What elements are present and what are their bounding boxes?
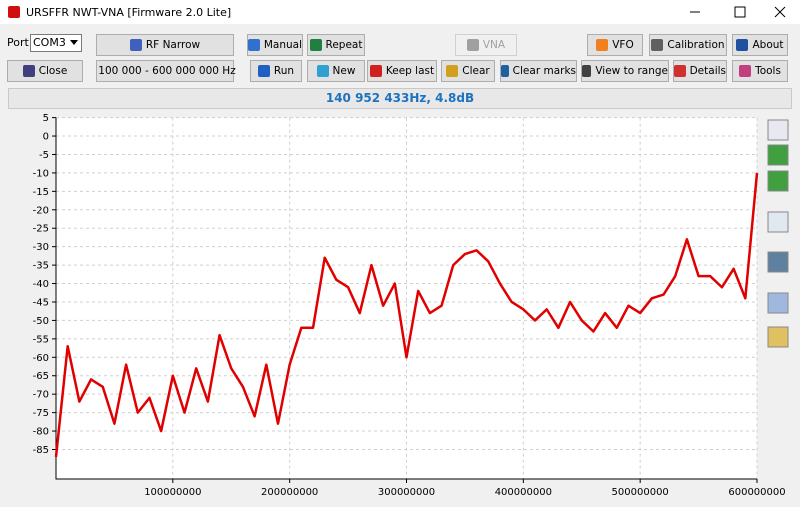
x-tick-label: 500000000 — [612, 487, 669, 498]
button-label: New — [332, 65, 356, 77]
button-icon — [22, 65, 35, 77]
y-tick-label: -80 — [33, 427, 49, 438]
window-controls[interactable] — [680, 0, 800, 24]
side-tool-button[interactable] — [767, 119, 789, 141]
button-icon — [309, 39, 322, 51]
status-bar: 140 952 433Hz, 4.8dB — [8, 88, 792, 109]
y-tick-label: -30 — [33, 242, 49, 253]
y-tick-label: -60 — [33, 353, 49, 364]
chart: 5 0 -5 -10 -15 -20 -25 -30 -35 -40 -45 -50 -55 -60 -65… — [33, 113, 789, 498]
toolbar-button[interactable]: RF Narrow — [96, 34, 234, 56]
button-label: 100 000 - 600 000 000 Hz — [98, 65, 236, 77]
y-tick-label: -65 — [33, 371, 49, 382]
toolbar-button[interactable]: About — [732, 34, 788, 56]
y-tick-label: 0 — [43, 132, 49, 143]
toolbar-button[interactable]: View to range — [581, 60, 669, 82]
toolbar-button[interactable]: Keep last — [367, 60, 437, 82]
button-label: Close — [38, 65, 68, 77]
button-label: Run — [273, 65, 295, 77]
button-label: VFO — [612, 39, 634, 51]
toolbar-button[interactable]: Repeat — [307, 34, 365, 56]
toolbar-button[interactable]: Calibration — [649, 34, 727, 56]
y-tick-label: -50 — [33, 316, 49, 327]
button-icon — [501, 65, 509, 77]
x-tick-label: 100000000 — [144, 487, 201, 498]
button-icon — [582, 65, 592, 77]
y-tick-label: 5 — [43, 113, 49, 124]
button-label: Details — [689, 65, 726, 77]
y-tick-label: -10 — [33, 168, 49, 179]
toolbar-button[interactable]: VFO — [587, 34, 643, 56]
button-icon — [369, 65, 382, 77]
x-tick-label: 300000000 — [378, 487, 435, 498]
port-label: Port — [7, 36, 29, 49]
button-icon — [596, 39, 609, 51]
side-tool-button[interactable] — [767, 144, 789, 166]
button-icon — [466, 39, 479, 51]
button-label: Clear marks — [512, 65, 576, 77]
y-tick-label: -5 — [39, 150, 49, 161]
y-tick-label: -25 — [33, 224, 49, 235]
toolbar-button[interactable]: 100 000 - 600 000 000 Hz — [96, 60, 236, 82]
button-label: Manual — [263, 39, 302, 51]
button-label: Calibration — [667, 39, 725, 51]
axes — [55, 117, 757, 480]
side-tool-button[interactable] — [767, 292, 789, 314]
button-icon — [674, 65, 686, 77]
y-tick-label: -55 — [33, 334, 49, 345]
y-tick-label: -70 — [33, 390, 49, 401]
side-tool-button[interactable] — [767, 170, 789, 192]
button-icon — [257, 65, 270, 77]
side-tool-button[interactable] — [767, 326, 789, 348]
toolbar-button[interactable]: Manual — [247, 34, 303, 56]
toolbar-button[interactable]: Tools — [732, 60, 788, 82]
port-select[interactable]: COM3 — [30, 34, 82, 52]
toolbar-button[interactable]: Run — [250, 60, 302, 82]
button-label: Clear — [462, 65, 490, 77]
button-icon — [129, 39, 142, 51]
button-label: RF Narrow — [145, 39, 201, 51]
toolbar-button[interactable]: Clear marks — [500, 60, 577, 82]
y-tick-label: -85 — [33, 445, 49, 456]
window-title: URSFFR NWT-VNA [Firmware 2.0 Lite] — [26, 5, 232, 19]
button-icon — [248, 39, 260, 51]
y-tick-label: -15 — [33, 187, 49, 198]
y-tick-label: -20 — [33, 205, 49, 216]
toolbar-button[interactable]: Clear — [441, 60, 495, 82]
app-icon — [8, 6, 20, 18]
button-icon — [446, 65, 459, 77]
toolbar-button[interactable]: VNA — [455, 34, 517, 56]
button-icon — [651, 39, 664, 51]
x-tick-label: 400000000 — [495, 487, 552, 498]
trace — [54, 172, 759, 458]
y-tick-label: -40 — [33, 279, 49, 290]
side-tool-button[interactable] — [767, 211, 789, 233]
button-label: About — [752, 39, 784, 51]
button-icon — [739, 65, 752, 77]
toolbar-button[interactable]: Close — [7, 60, 83, 82]
toolbar-button[interactable]: New — [307, 60, 365, 82]
x-tick-label: 200000000 — [261, 487, 318, 498]
side-tool-button[interactable] — [767, 251, 789, 273]
port-value: COM3 — [33, 36, 66, 49]
toolbar-button[interactable]: Details — [673, 60, 727, 82]
x-tick-label: 600000000 — [728, 487, 785, 498]
button-icon — [316, 65, 329, 77]
button-label: VNA — [482, 39, 506, 51]
y-tick-label: -45 — [33, 297, 49, 308]
button-icon — [736, 39, 749, 51]
button-label: Tools — [755, 65, 781, 77]
title-bar: URSFFR NWT-VNA [Firmware 2.0 Lite] — [0, 0, 800, 24]
status-text: 140 952 433Hz, 4.8dB — [325, 91, 475, 105]
y-tick-label: -35 — [33, 261, 49, 272]
button-label: View to range — [595, 65, 668, 77]
y-tick-label: -75 — [33, 408, 49, 419]
button-label: Repeat — [325, 39, 363, 51]
button-label: Keep last — [385, 65, 435, 77]
